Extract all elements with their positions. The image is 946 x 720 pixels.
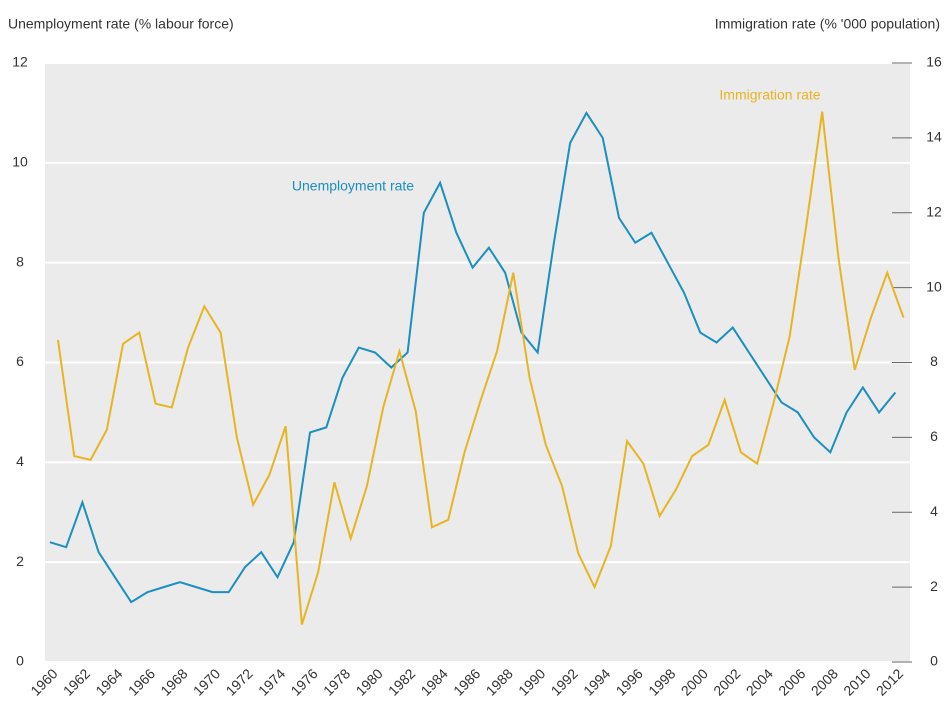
x-tick-label: 1978	[320, 665, 353, 698]
y2-tick-label: 0	[930, 653, 938, 669]
x-tick-label: 1972	[222, 665, 255, 698]
y-tick-label: 12	[12, 54, 28, 70]
x-tick-label: 1988	[483, 665, 516, 698]
x-tick-label: 1998	[645, 665, 678, 698]
y2-axis-title: Immigration rate (% '000 population)	[715, 16, 940, 32]
y-axis-title: Unemployment rate (% labour force)	[8, 16, 234, 32]
x-tick-label: 1986	[450, 665, 483, 698]
x-tick-label: 1962	[60, 665, 93, 698]
series-line	[49, 110, 897, 604]
x-tick-label: 2000	[678, 665, 711, 698]
x-tick-label: 1990	[515, 665, 548, 698]
x-tick-label: 2012	[873, 665, 906, 698]
x-tick-label: 1974	[255, 665, 288, 698]
y-tick-label: 2	[16, 553, 24, 569]
x-tick-label: 2008	[808, 665, 841, 698]
x-tick-label: 1966	[125, 665, 158, 698]
x-tick-label: 1984	[417, 665, 450, 698]
y2-tick-label: 14	[926, 129, 942, 145]
x-tick-label: 1968	[157, 665, 190, 698]
x-tick-label: 1980	[352, 665, 385, 698]
y-tick-label: 8	[16, 253, 24, 269]
series-line	[57, 111, 905, 625]
y2-tick-label: 16	[926, 54, 942, 70]
x-tick-label: 1976	[287, 665, 320, 698]
y2-tick-label: 6	[930, 428, 938, 444]
x-tick-label: 1960	[27, 665, 60, 698]
y-tick-label: 0	[16, 653, 24, 669]
x-tick-label: 1982	[385, 665, 418, 698]
x-tick-label: 1992	[548, 665, 581, 698]
annotation: Immigration rate	[719, 87, 820, 103]
y2-tick-label: 12	[926, 203, 942, 219]
y-tick-label: 4	[16, 453, 24, 469]
y-tick-label: 6	[16, 353, 24, 369]
y2-tick-label: 2	[930, 578, 938, 594]
x-tick-label: 1994	[580, 665, 613, 698]
y2-tick-label: 8	[930, 353, 938, 369]
x-tick-label: 2010	[840, 665, 873, 698]
x-tick-label: 1996	[613, 665, 646, 698]
x-tick-label: 2004	[743, 665, 776, 698]
x-tick-label: 2006	[775, 665, 808, 698]
x-tick-label: 1970	[190, 665, 223, 698]
x-tick-label: 2002	[710, 665, 743, 698]
y2-tick-label: 10	[926, 278, 942, 294]
annotation: Unemployment rate	[292, 178, 414, 194]
x-tick-label: 1964	[92, 665, 125, 698]
y2-tick-label: 4	[930, 503, 938, 519]
y-tick-label: 10	[12, 154, 28, 170]
